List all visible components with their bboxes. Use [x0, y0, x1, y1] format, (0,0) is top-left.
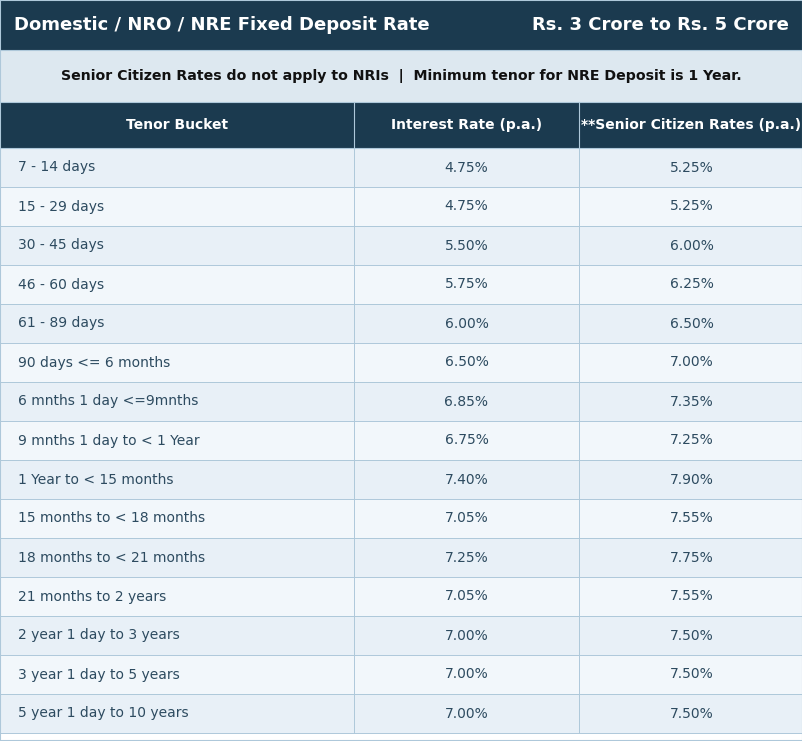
Text: 7.50%: 7.50% [669, 706, 712, 720]
Text: 90 days <= 6 months: 90 days <= 6 months [18, 356, 170, 370]
Text: 7.05%: 7.05% [444, 511, 488, 525]
Bar [0, 499, 802, 538]
Bar [354, 102, 578, 148]
Text: 15 months to < 18 months: 15 months to < 18 months [18, 511, 205, 525]
Text: 6.85%: 6.85% [444, 394, 488, 408]
Text: 5.50%: 5.50% [444, 239, 488, 253]
Text: 7.00%: 7.00% [444, 668, 488, 682]
Text: 7.25%: 7.25% [669, 433, 712, 448]
Text: 4.75%: 4.75% [444, 161, 488, 174]
Text: Tenor Bucket: Tenor Bucket [126, 118, 228, 132]
Bar [0, 102, 354, 148]
Text: 1 Year to < 15 months: 1 Year to < 15 months [18, 473, 173, 487]
Bar [0, 304, 802, 343]
Bar [0, 382, 802, 421]
Bar [0, 460, 802, 499]
Text: 6.00%: 6.00% [669, 239, 712, 253]
Text: 46 - 60 days: 46 - 60 days [18, 277, 104, 291]
Text: 6.00%: 6.00% [444, 316, 488, 330]
Text: 7 - 14 days: 7 - 14 days [18, 161, 95, 174]
Text: 7.50%: 7.50% [669, 668, 712, 682]
Text: 6 mnths 1 day <=9mnths: 6 mnths 1 day <=9mnths [18, 394, 198, 408]
Text: 7.00%: 7.00% [669, 356, 712, 370]
Text: 7.00%: 7.00% [444, 706, 488, 720]
Text: Interest Rate (p.a.): Interest Rate (p.a.) [391, 118, 541, 132]
Text: 15 - 29 days: 15 - 29 days [18, 199, 104, 213]
Bar [0, 265, 802, 304]
Text: 6.25%: 6.25% [669, 277, 712, 291]
Text: 9 mnths 1 day to < 1 Year: 9 mnths 1 day to < 1 Year [18, 433, 200, 448]
Text: 5 year 1 day to 10 years: 5 year 1 day to 10 years [18, 706, 188, 720]
Text: 4.75%: 4.75% [444, 199, 488, 213]
Bar [0, 421, 802, 460]
Text: 7.00%: 7.00% [444, 628, 488, 642]
Text: Domestic / NRO / NRE Fixed Deposit Rate: Domestic / NRO / NRE Fixed Deposit Rate [14, 16, 429, 34]
Bar [0, 538, 802, 577]
Text: 18 months to < 21 months: 18 months to < 21 months [18, 551, 205, 565]
Text: 7.90%: 7.90% [669, 473, 712, 487]
Text: 7.05%: 7.05% [444, 590, 488, 603]
Text: 6.50%: 6.50% [444, 356, 488, 370]
Bar [0, 577, 802, 616]
Text: 7.55%: 7.55% [669, 511, 712, 525]
Bar [0, 226, 802, 265]
Text: 7.75%: 7.75% [669, 551, 712, 565]
Bar [0, 148, 802, 187]
Text: Senior Citizen Rates do not apply to NRIs  |  Minimum tenor for NRE Deposit is 1: Senior Citizen Rates do not apply to NRI… [61, 69, 741, 83]
Text: 7.25%: 7.25% [444, 551, 488, 565]
Text: 3 year 1 day to 5 years: 3 year 1 day to 5 years [18, 668, 180, 682]
Text: 21 months to 2 years: 21 months to 2 years [18, 590, 166, 603]
Text: 7.55%: 7.55% [669, 590, 712, 603]
Text: 7.40%: 7.40% [444, 473, 488, 487]
Text: 61 - 89 days: 61 - 89 days [18, 316, 104, 330]
Text: 6.50%: 6.50% [669, 316, 712, 330]
Text: 6.75%: 6.75% [444, 433, 488, 448]
Bar [0, 343, 802, 382]
Text: **Senior Citizen Rates (p.a.): **Senior Citizen Rates (p.a.) [581, 118, 800, 132]
Text: 5.25%: 5.25% [669, 199, 712, 213]
Text: 7.50%: 7.50% [669, 628, 712, 642]
Bar [0, 616, 802, 655]
Text: 30 - 45 days: 30 - 45 days [18, 239, 103, 253]
Bar [0, 187, 802, 226]
Text: 7.35%: 7.35% [669, 394, 712, 408]
Text: 5.25%: 5.25% [669, 161, 712, 174]
Text: 2 year 1 day to 3 years: 2 year 1 day to 3 years [18, 628, 180, 642]
Text: Rs. 3 Crore to Rs. 5 Crore: Rs. 3 Crore to Rs. 5 Crore [532, 16, 788, 34]
Bar [578, 102, 802, 148]
Text: 5.75%: 5.75% [444, 277, 488, 291]
Bar [0, 0, 802, 50]
Bar [0, 694, 802, 733]
Bar [0, 50, 802, 102]
Bar [0, 655, 802, 694]
